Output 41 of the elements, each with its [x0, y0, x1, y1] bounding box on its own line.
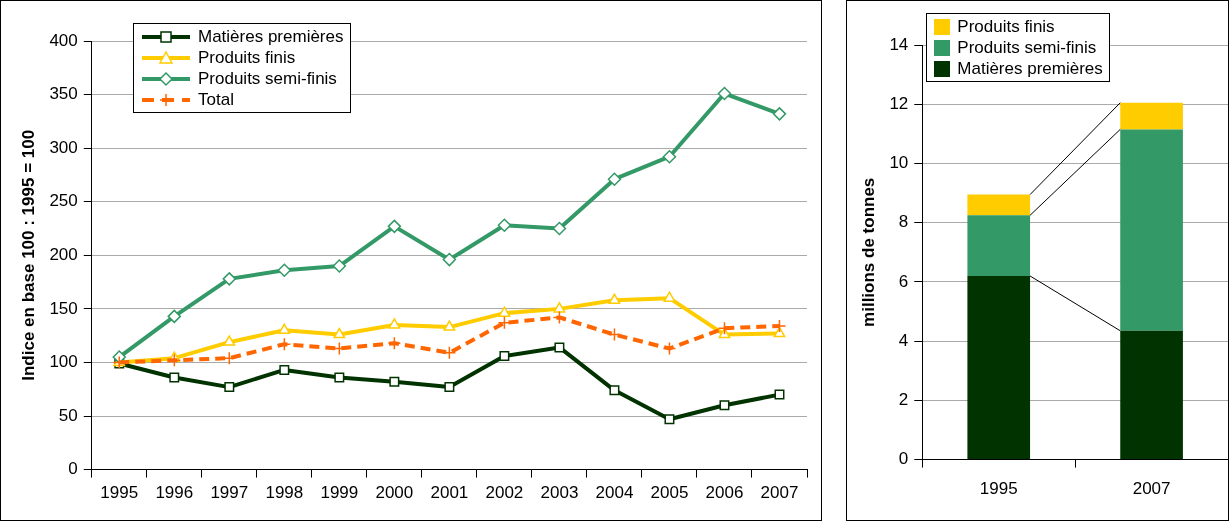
legend-label: Total — [198, 89, 234, 110]
y-tick-label: 50 — [58, 405, 78, 425]
y-tick-label: 400 — [49, 30, 78, 50]
legend-label: Produits finis — [198, 47, 296, 68]
y-tick-label: 200 — [49, 244, 78, 264]
y-tick-label: 14 — [889, 34, 909, 54]
x-tick-label: 1995 — [100, 483, 139, 503]
x-tick-label: 2007 — [1132, 479, 1171, 499]
y-tick-label: 8 — [898, 212, 909, 232]
x-tick-label: 1997 — [210, 483, 249, 503]
y-tick-label: 250 — [49, 191, 78, 211]
x-tick-label: 2002 — [485, 483, 524, 503]
x-tick-label: 2000 — [375, 483, 414, 503]
x-tick-label: 1995 — [979, 479, 1018, 499]
y-tick-label: 350 — [49, 84, 78, 104]
x-tick-label: 2001 — [430, 483, 469, 503]
x-tick-label: 1998 — [265, 483, 304, 503]
legend-label: Produits finis — [957, 16, 1055, 37]
y-tick-label: 10 — [889, 153, 909, 173]
y-tick-label: 100 — [49, 352, 78, 372]
x-tick-label: 2005 — [650, 483, 689, 503]
y-tick-label: 0 — [68, 459, 78, 479]
y-tick-label: 4 — [898, 330, 909, 350]
y-axis-title: millions de tonnes — [858, 177, 878, 327]
legend-label: Matières premières — [957, 58, 1103, 79]
legend-label: Produits semi-finis — [198, 68, 337, 89]
y-axis-title: Indice en base 100 : 1995 = 100 — [18, 129, 38, 381]
y-tick-label: 2 — [898, 390, 909, 410]
x-tick-label: 2003 — [540, 483, 579, 503]
x-tick-label: 1996 — [155, 483, 194, 503]
y-tick-label: 6 — [898, 271, 909, 291]
y-tick-label: 150 — [49, 298, 78, 318]
x-tick-label: 2004 — [595, 483, 634, 503]
legend-label: Produits semi-finis — [957, 37, 1097, 58]
legend-label: Matières premières — [198, 26, 344, 47]
y-tick-label: 0 — [898, 449, 909, 469]
y-tick-label: 300 — [49, 137, 78, 157]
x-tick-label: 2007 — [760, 483, 799, 503]
x-tick-label: 1999 — [320, 483, 359, 503]
y-tick-label: 12 — [889, 93, 909, 113]
x-tick-label: 2006 — [705, 483, 744, 503]
